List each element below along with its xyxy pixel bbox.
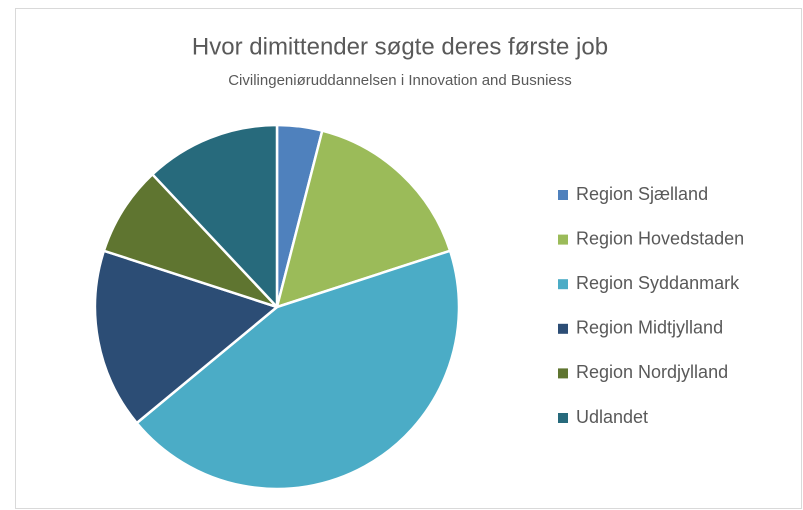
pie-slice <box>275 129 452 309</box>
pie-slice <box>151 123 279 309</box>
legend-label: Region Midtjylland <box>576 318 723 338</box>
legend-swatch <box>558 234 568 245</box>
legend-label: Region Sjælland <box>576 184 708 204</box>
legend-label: Region Syddanmark <box>576 273 740 293</box>
legend-swatch <box>558 190 568 200</box>
pie-slice <box>135 249 461 491</box>
legend-swatch <box>558 368 568 379</box>
chart-title: Hvor dimittender søgte deres første job <box>192 33 608 60</box>
legend-label: Region Hovedstaden <box>576 228 744 248</box>
chart-subtitle: Civilingeniøruddannelsen i Innovation an… <box>228 72 572 89</box>
pie-slice <box>93 249 279 425</box>
legend-swatch <box>558 413 568 423</box>
legend-label: Udlandet <box>576 407 648 427</box>
pie-slice <box>102 173 279 309</box>
legend-label: Region Nordjylland <box>576 362 728 382</box>
legend-swatch <box>558 279 568 290</box>
legend-swatch <box>558 323 568 334</box>
